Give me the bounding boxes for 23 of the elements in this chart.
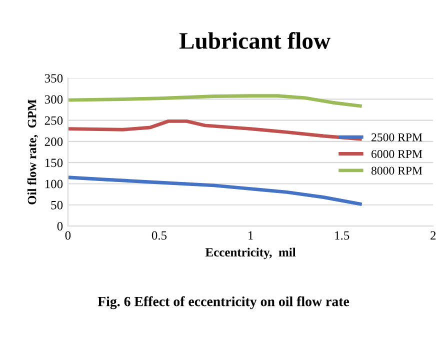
caption: Fig. 6 Effect of eccentricity on oil flow rate [98, 296, 350, 310]
x-tick-label: 1.5 [335, 231, 350, 240]
x-tick-label: 0.5 [152, 231, 167, 240]
y-tick-label: 350 [44, 74, 63, 83]
y-tick-label: 200 [44, 138, 63, 146]
line-series [68, 119, 362, 141]
line-series [68, 94, 362, 108]
legend-label: 2500 RPM [372, 133, 422, 142]
x-tick-label: 0 [65, 231, 71, 240]
y-tick-label: 300 [44, 95, 63, 104]
y-tick-label: 100 [45, 180, 63, 188]
legend-label: 6000 RPM [372, 150, 422, 158]
y-tick-label: 250 [44, 116, 63, 125]
chart-title: Lubricant flow [179, 32, 330, 49]
x-axis-title: Eccentricity, mil [205, 248, 296, 260]
y-tick-label: 0 [57, 222, 63, 230]
y-tick-label: 50 [51, 200, 63, 210]
y-tick-label: 150 [45, 158, 63, 168]
legend-label: 8000 RPM [371, 166, 422, 175]
line-series [68, 176, 362, 206]
x-tick-label: 2 [430, 231, 436, 240]
x-tick-label: 1 [248, 231, 253, 240]
y-axis-title: Oil flow rate, GPM [27, 99, 38, 204]
